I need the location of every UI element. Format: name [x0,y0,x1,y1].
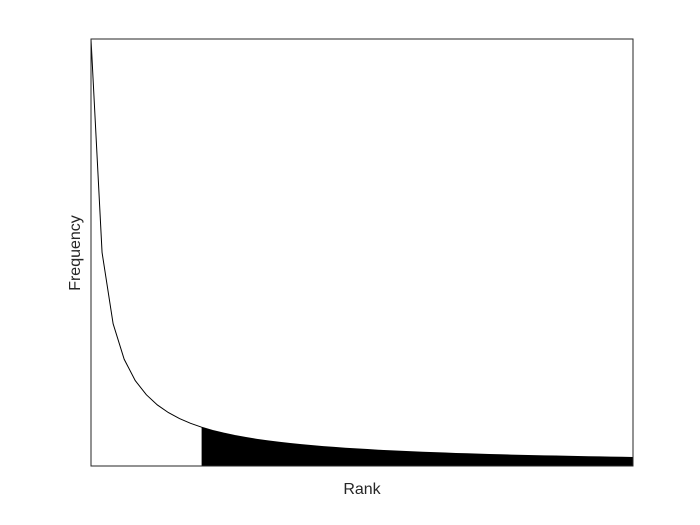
series-0-line [90,38,634,458]
series-0-filled-area [201,427,633,466]
x-axis-label: Rank [343,481,381,498]
chart-marks [90,38,634,466]
plot-area [91,39,633,466]
y-axis-label: Frequency [67,215,84,291]
plot-frame [90,38,634,467]
